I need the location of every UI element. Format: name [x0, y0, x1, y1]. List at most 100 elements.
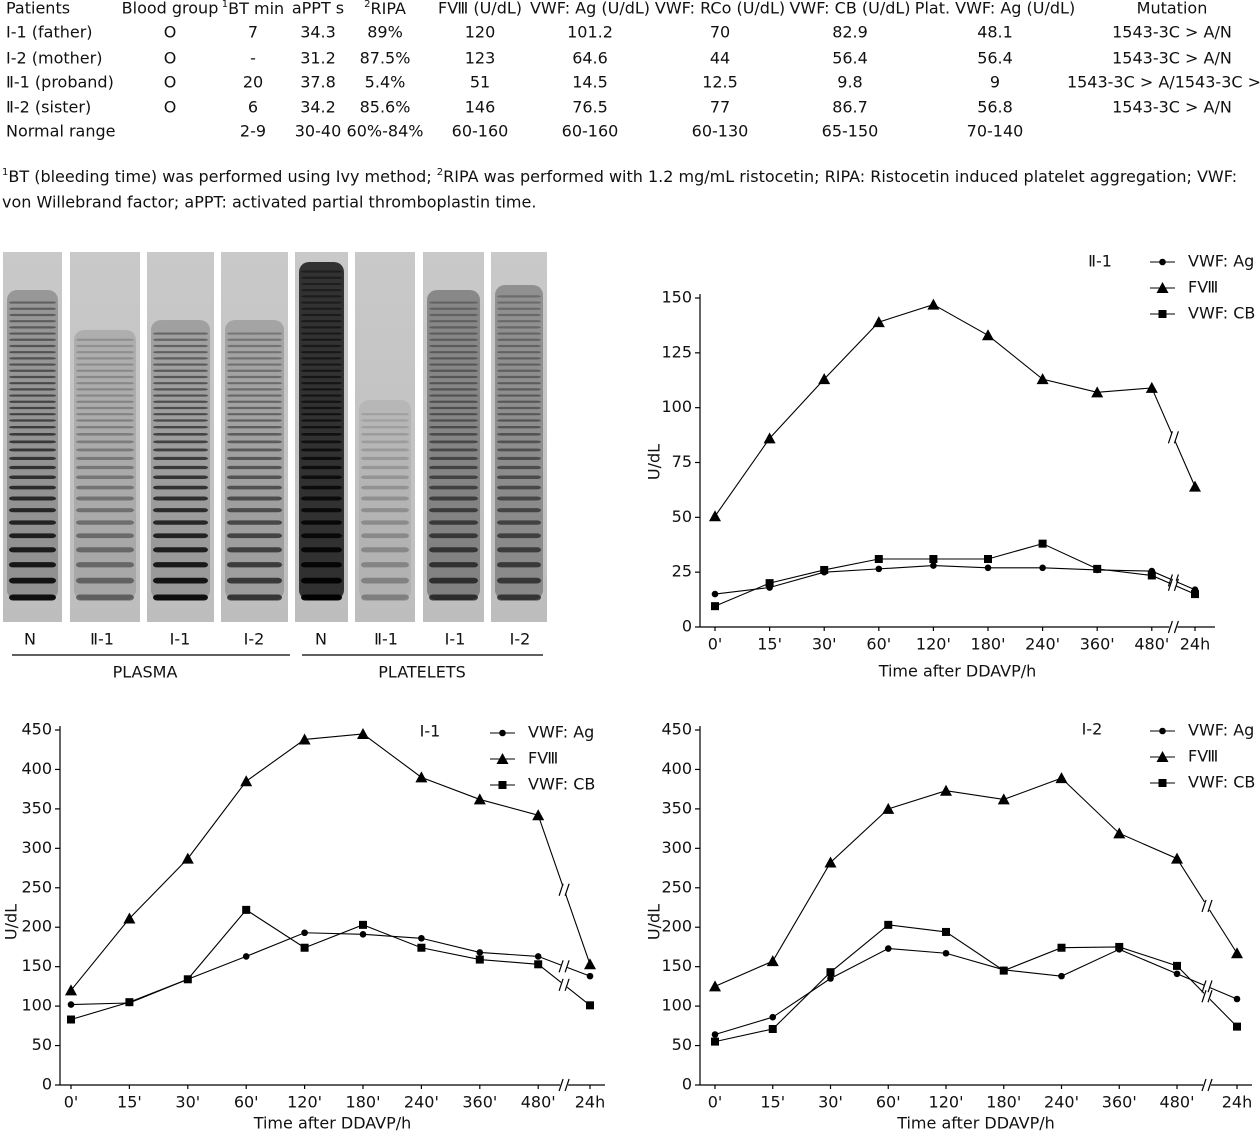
gel-band — [497, 533, 541, 539]
gel-band — [76, 388, 134, 391]
legend-label: VWF: CB — [528, 775, 595, 794]
x-tick-label: 60' — [876, 1093, 901, 1112]
gel-band — [301, 307, 342, 310]
gel-band — [497, 547, 541, 553]
gel-band — [227, 375, 282, 379]
table-cell: 85.6% — [360, 98, 411, 117]
marker — [1156, 282, 1169, 293]
gel-band — [301, 363, 342, 366]
gel-band — [361, 520, 409, 525]
gel-band — [361, 456, 409, 460]
marker — [1158, 310, 1167, 318]
table-cell: 9 — [990, 73, 1000, 92]
break-mark — [558, 978, 564, 992]
y-tick-label: 150 — [21, 956, 52, 975]
gel-band — [9, 562, 56, 568]
table-cell: 146 — [465, 98, 496, 117]
legend-label: VWF: CB — [1188, 773, 1255, 792]
y-tick-label: 50 — [672, 507, 692, 526]
table-header: 2RIPA — [364, 0, 406, 18]
gel-band — [301, 320, 342, 323]
series-line — [714, 543, 1196, 607]
table-cell: 1543-3C > A/N — [1112, 49, 1232, 68]
gel-band — [497, 456, 541, 460]
y-tick-label: 150 — [661, 956, 692, 975]
gel-band — [9, 485, 56, 490]
gel-band — [497, 338, 541, 341]
table-cell: 37.8 — [300, 73, 336, 92]
marker — [123, 912, 136, 924]
gel-band — [153, 382, 208, 385]
marker — [1173, 961, 1181, 970]
gel-band — [429, 465, 478, 470]
table-cell: 6 — [248, 98, 258, 117]
x-tick-label: 60' — [866, 635, 891, 654]
gel-band — [429, 485, 478, 490]
gel-band — [76, 382, 134, 385]
gel-band — [301, 295, 342, 298]
series-line — [70, 909, 591, 1021]
break-mark — [1173, 431, 1179, 444]
break-mark — [558, 960, 564, 973]
y-tick-label: 350 — [21, 798, 52, 817]
header-text: RIPA — [370, 0, 405, 18]
gel-band — [301, 382, 342, 385]
lane-label: Ⅰ-1 — [445, 630, 466, 649]
gel-band — [497, 508, 541, 513]
gel-smear — [7, 290, 58, 600]
gel-band — [153, 332, 208, 335]
footnote-text: BT (bleeding time) was performed using I… — [8, 167, 436, 186]
gel-band — [76, 456, 134, 460]
marker — [499, 729, 506, 737]
gel-band — [301, 425, 342, 429]
x-axis-label: Time after DDAVP/h — [878, 662, 1037, 681]
gel-band — [9, 440, 56, 444]
y-tick-label: 200 — [21, 917, 52, 936]
gel-band — [301, 375, 342, 379]
break-mark — [1201, 980, 1207, 993]
gel-band — [497, 496, 541, 501]
marker — [984, 555, 992, 564]
gel-band — [301, 577, 342, 584]
gel-band — [301, 400, 342, 403]
gel-band — [429, 456, 478, 460]
marker — [882, 802, 895, 814]
gel-band — [227, 425, 282, 429]
gel-band — [76, 413, 134, 416]
gel-band — [429, 400, 478, 403]
marker — [940, 784, 952, 796]
y-tick-label: 250 — [21, 877, 52, 896]
gel-band — [9, 433, 56, 436]
gel-band — [497, 485, 541, 490]
marker — [875, 565, 883, 573]
table-cell: O — [164, 23, 177, 42]
marker — [67, 1001, 75, 1008]
gel-band — [76, 357, 134, 360]
gel-band — [153, 344, 208, 348]
table-cell: Ⅰ-2 (mother) — [6, 49, 102, 68]
break-gap — [1204, 982, 1210, 991]
break-gap — [1170, 576, 1177, 585]
gel-band — [497, 307, 541, 310]
gel-band — [429, 332, 478, 335]
gel-band — [9, 332, 56, 335]
lane-label: Ⅱ-1 — [374, 630, 398, 649]
marker — [242, 905, 251, 914]
series-line — [714, 924, 1238, 1043]
marker — [418, 934, 425, 942]
marker — [496, 753, 509, 764]
table-cell: O — [164, 73, 177, 92]
table-header: aPPT s — [292, 0, 344, 18]
gel-band — [227, 475, 282, 479]
gel-band — [301, 496, 342, 501]
gel-band — [301, 332, 342, 335]
gel-band — [301, 313, 342, 317]
gel-band — [497, 301, 541, 304]
gel-band — [9, 382, 56, 385]
marker — [927, 298, 940, 310]
gel-band — [429, 562, 478, 568]
gel-band — [227, 465, 282, 470]
chart-title: Ⅰ-2 — [1082, 720, 1103, 739]
marker — [301, 929, 308, 937]
gel-band — [227, 332, 282, 335]
